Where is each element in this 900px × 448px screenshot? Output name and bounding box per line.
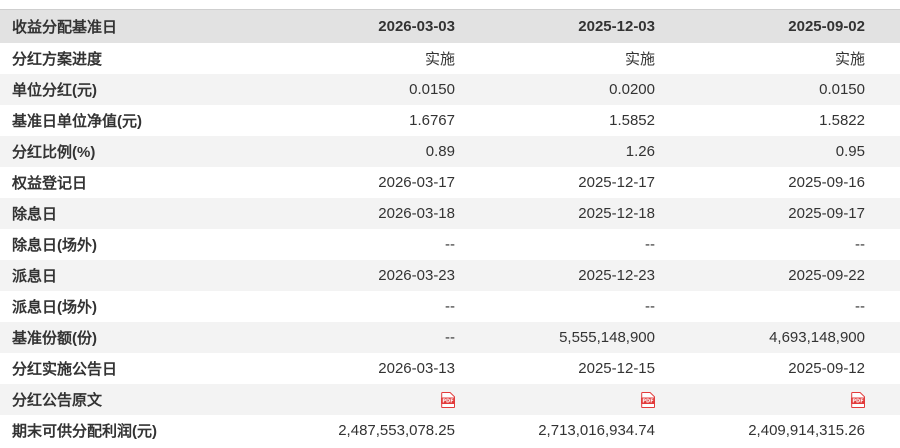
row-label: 分红方案进度	[12, 51, 103, 68]
cell-value: 1.26	[625, 143, 655, 160]
pdf-cell: PDF	[255, 384, 455, 415]
table-row: 权益登记日 2026-03-17 2025-12-17 2025-09-16	[0, 167, 900, 198]
svg-text:PDF: PDF	[442, 399, 453, 405]
cell-value: --	[445, 329, 455, 346]
cell-value: --	[855, 236, 865, 253]
dividend-table: 收益分配基准日 2026-03-03 2025-12-03 2025-09-02…	[0, 9, 900, 446]
cell-value: 2025-12-15	[578, 360, 655, 377]
pdf-announcement-link[interactable]: PDF	[441, 392, 455, 409]
header-date-col-2: 2025-12-03	[578, 18, 655, 35]
cell-value: --	[855, 298, 865, 315]
row-label: 除息日(场外)	[12, 237, 97, 254]
cell-value: 2025-12-18	[578, 205, 655, 222]
cell-value: 2025-09-22	[788, 267, 865, 284]
row-label: 分红实施公告日	[12, 361, 118, 378]
cell-value: 2026-03-13	[378, 360, 455, 377]
cell-value: 2025-12-23	[578, 267, 655, 284]
cell-value: 2026-03-17	[378, 174, 455, 191]
cell-value: 0.0150	[409, 81, 455, 98]
cell-value: 2026-03-23	[378, 267, 455, 284]
cell-value: --	[445, 236, 455, 253]
pdf-announcement-link[interactable]: PDF	[641, 392, 655, 409]
table-row: 除息日 2026-03-18 2025-12-18 2025-09-17	[0, 198, 900, 229]
pdf-cell: PDF	[455, 384, 655, 415]
cell-value: 0.0150	[819, 81, 865, 98]
cell-value: 2,409,914,315.26	[748, 422, 865, 439]
cell-value: 0.0200	[609, 81, 655, 98]
table-row: 分红公告原文 PDF PDF PDF	[0, 384, 900, 415]
pdf-announcement-link[interactable]: PDF	[851, 392, 865, 409]
cell-value: 实施	[624, 51, 655, 68]
row-label: 基准日单位净值(元)	[12, 113, 142, 130]
cell-value: 1.5822	[819, 112, 865, 129]
table-row: 分红实施公告日 2026-03-13 2025-12-15 2025-09-12	[0, 353, 900, 384]
cell-value: --	[645, 236, 655, 253]
row-label: 派息日	[12, 268, 58, 285]
cell-value: 2,713,016,934.74	[538, 422, 655, 439]
table-row: 基准日单位净值(元) 1.6767 1.5852 1.5822	[0, 105, 900, 136]
table-row: 单位分红(元) 0.0150 0.0200 0.0150	[0, 74, 900, 105]
svg-text:PDF: PDF	[642, 399, 653, 405]
row-label: 分红公告原文	[12, 392, 103, 409]
table-row: 基准份额(份) -- 5,555,148,900 4,693,148,900	[0, 322, 900, 353]
cell-value: 1.6767	[409, 112, 455, 129]
cell-value: 2025-09-17	[788, 205, 865, 222]
pdf-icon: PDF	[851, 392, 865, 409]
pdf-icon: PDF	[641, 392, 655, 409]
cell-value: --	[645, 298, 655, 315]
table-row: 除息日(场外) -- -- --	[0, 229, 900, 260]
cell-value: 4,693,148,900	[769, 329, 865, 346]
pdf-icon: PDF	[441, 392, 455, 409]
cell-value: 0.95	[835, 143, 865, 160]
row-label: 基准份额(份)	[12, 330, 97, 347]
row-label: 单位分红(元)	[12, 82, 97, 99]
row-label: 期末可供分配利润(元)	[12, 423, 157, 440]
cell-value: 实施	[424, 51, 455, 68]
row-label: 分红比例(%)	[12, 144, 96, 161]
pdf-cell: PDF	[655, 384, 900, 415]
row-label: 除息日	[12, 206, 58, 223]
header-row-label: 收益分配基准日	[12, 19, 118, 36]
cell-value: --	[445, 298, 455, 315]
table-row: 分红方案进度 实施 实施 实施	[0, 43, 900, 74]
svg-text:PDF: PDF	[852, 399, 863, 405]
cell-value: 2025-09-12	[788, 360, 865, 377]
table-row: 期末可供分配利润(元) 2,487,553,078.25 2,713,016,934…	[0, 415, 900, 446]
cell-value: 1.5852	[609, 112, 655, 129]
header-row: 收益分配基准日 2026-03-03 2025-12-03 2025-09-02	[0, 9, 900, 43]
row-label: 权益登记日	[12, 175, 88, 192]
table-body: 分红方案进度 实施 实施 实施单位分红(元) 0.0150 0.0200 0.0150 基准日…	[0, 43, 900, 446]
table-row: 派息日 2026-03-23 2025-12-23 2025-09-22	[0, 260, 900, 291]
header-date-col-3: 2025-09-02	[788, 18, 865, 35]
cell-value: 5,555,148,900	[559, 329, 655, 346]
cell-value: 0.89	[425, 143, 455, 160]
cell-value: 2025-12-17	[578, 174, 655, 191]
row-label: 派息日(场外)	[12, 299, 97, 316]
table-row: 分红比例(%) 0.89 1.26 0.95	[0, 136, 900, 167]
cell-value: 2026-03-18	[378, 205, 455, 222]
cell-value: 实施	[834, 51, 865, 68]
table-row: 派息日(场外) -- -- --	[0, 291, 900, 322]
cell-value: 2025-09-16	[788, 174, 865, 191]
header-date-col-1: 2026-03-03	[378, 18, 455, 35]
cell-value: 2,487,553,078.25	[338, 422, 455, 439]
